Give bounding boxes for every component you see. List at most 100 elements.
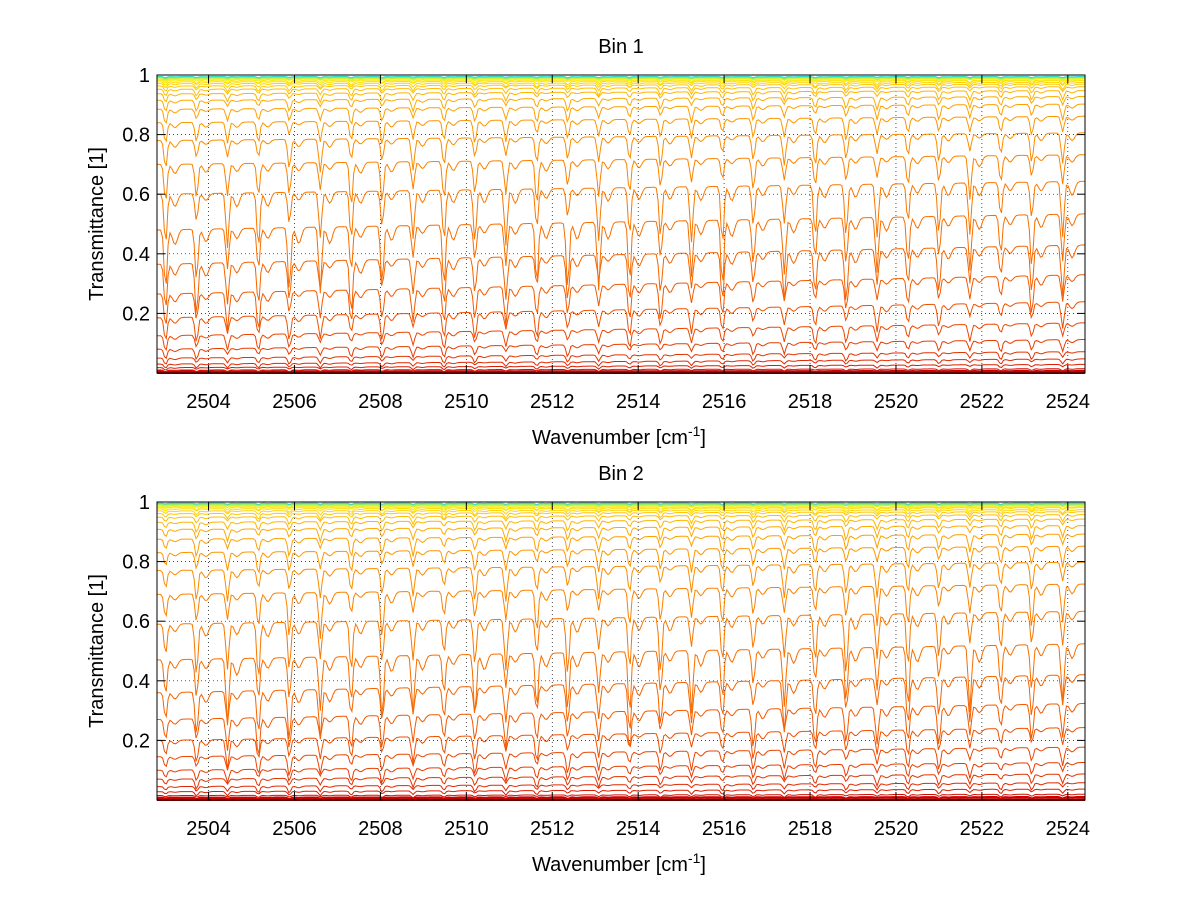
series-line-15: [157, 583, 1085, 639]
x-tick-label: 2510: [444, 818, 489, 840]
x-tick-label: 2524: [1046, 818, 1091, 840]
series-line-21: [157, 514, 1085, 526]
series-line-3: [157, 796, 1085, 801]
y-tick-label: 0.8: [122, 125, 150, 147]
x-tick-label: 2524: [1046, 391, 1091, 413]
y-tick-label: 0.4: [122, 671, 150, 693]
series-line-2: [157, 798, 1085, 802]
x-tick-label: 2504: [186, 391, 231, 413]
series-line-19: [157, 96, 1085, 114]
series-line-20: [157, 90, 1085, 104]
series-line-7: [157, 351, 1085, 365]
series-line-6: [156, 358, 1085, 369]
axis-ticks: 2504 2506 2508 2510 2512 2514 2516 2518 2520 2522…: [122, 65, 1090, 413]
series-line-26: [157, 77, 1085, 83]
x-tick-label: 2522: [960, 391, 1005, 413]
series-line-4: [157, 793, 1085, 799]
series-line-17: [157, 115, 1086, 144]
series-line-28: [157, 77, 1085, 81]
series-line-10: [156, 301, 1085, 342]
x-axis-label: Wavenumber [cm-1]: [532, 423, 706, 449]
x-tick-label: 2518: [788, 391, 833, 413]
series-line-24: [157, 80, 1085, 86]
x-tick-label: 2506: [272, 818, 317, 840]
series-line-12: [157, 674, 1085, 740]
axes-box: [156, 74, 1086, 374]
x-tick-label: 2514: [616, 391, 661, 413]
series-line-13: [156, 213, 1085, 294]
series-line-18: [157, 103, 1085, 125]
series-line-17: [156, 545, 1085, 574]
series-line-5: [157, 788, 1085, 797]
x-tick-label: 2520: [874, 391, 919, 413]
chart-panel-bin-2: 2504 2506 2508 2510 2512 2514 2516 2518 2520 2522…: [86, 463, 1090, 876]
x-tick-label: 2508: [358, 818, 403, 840]
y-tick-label: 0.2: [122, 303, 150, 325]
x-tick-label: 2504: [186, 818, 231, 840]
y-tick-label: 0.6: [122, 184, 150, 206]
x-tick-label: 2520: [874, 818, 919, 840]
axes-box: [156, 501, 1086, 801]
series-line-7: [157, 773, 1085, 790]
series-line-30: [157, 502, 1085, 505]
plot-area-background: [157, 75, 1085, 373]
y-tick-label: 0.6: [122, 611, 150, 633]
y-axis-label: Transmittance [1]: [86, 147, 108, 301]
y-tick-label: 1: [139, 492, 150, 514]
series-line-20: [157, 518, 1086, 534]
series-line-14: [157, 180, 1086, 248]
series-line-29: [157, 76, 1085, 80]
series-line-26: [157, 505, 1085, 510]
series-line-15: [157, 154, 1086, 203]
series-line-16: [157, 561, 1085, 602]
x-tick-label: 2512: [530, 818, 575, 840]
series-line-14: [157, 610, 1085, 675]
y-axis-label: Transmittance [1]: [86, 574, 108, 728]
series-line-25: [157, 79, 1085, 85]
series-line-29: [157, 503, 1085, 506]
series-line-23: [157, 509, 1085, 516]
series-line-11: [157, 702, 1086, 755]
series-line-30: [157, 75, 1085, 79]
y-tick-label: 0.2: [122, 730, 150, 752]
y-tick-label: 0.4: [122, 244, 150, 266]
x-tick-label: 2512: [530, 391, 575, 413]
series-line-6: [157, 782, 1085, 794]
axis-ticks: 2504 2506 2508 2510 2512 2514 2516 2518 2520 2522…: [122, 492, 1090, 840]
series-line-19: [157, 525, 1085, 544]
chart-title: Bin 2: [598, 463, 644, 485]
chart-panel-bin-1: 2504 2506 2508 2510 2512 2514 2516 2518 2520 2522…: [86, 36, 1090, 449]
series-line-13: [157, 643, 1086, 726]
series-line-28: [157, 503, 1085, 507]
series-line-9: [156, 322, 1085, 352]
y-tick-label: 1: [139, 65, 150, 87]
x-tick-label: 2506: [272, 391, 317, 413]
series-line-10: [157, 727, 1086, 770]
series-line-25: [157, 506, 1085, 511]
series-line-18: [156, 533, 1085, 558]
series-line-22: [157, 83, 1085, 93]
x-tick-label: 2510: [444, 391, 489, 413]
series-line-5: [157, 363, 1085, 371]
y-tick-label: 0.8: [122, 552, 150, 574]
x-axis-label: Wavenumber [cm-1]: [532, 850, 706, 876]
x-tick-label: 2508: [358, 391, 403, 413]
series-line-3: [157, 369, 1085, 374]
x-tick-label: 2518: [788, 818, 833, 840]
series-lines: [156, 502, 1086, 802]
series-line-16: [156, 132, 1086, 173]
x-tick-label: 2516: [702, 818, 747, 840]
series-line-24: [157, 507, 1085, 514]
series-line-21: [157, 86, 1085, 97]
series-line-4: [157, 368, 1085, 373]
x-tick-label: 2516: [702, 391, 747, 413]
series-line-12: [157, 244, 1086, 313]
x-tick-label: 2514: [616, 818, 661, 840]
chart-title: Bin 1: [598, 36, 644, 58]
x-tick-label: 2522: [960, 818, 1005, 840]
series-line-9: [157, 746, 1086, 776]
series-line-23: [157, 81, 1085, 90]
series-line-8: [156, 339, 1085, 361]
series-line-8: [157, 762, 1085, 785]
